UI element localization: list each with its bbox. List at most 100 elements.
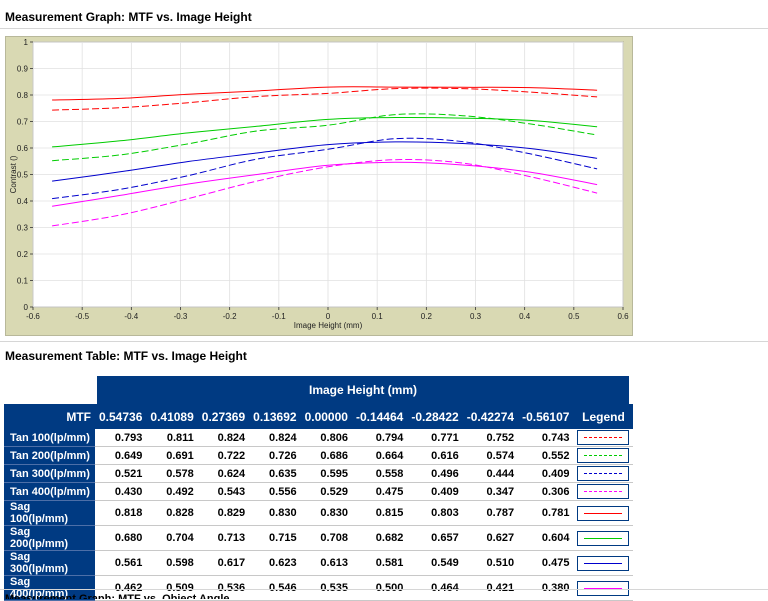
row-label: Sag 300(lp/mm): [4, 550, 95, 576]
x-tick-label: 0: [326, 312, 331, 321]
table-cell: 0.726: [249, 446, 301, 465]
column-header: 0.13692: [249, 404, 301, 429]
y-tick-label: 0.5: [17, 171, 29, 180]
series-line: [52, 87, 598, 111]
table-cell: 0.543: [197, 482, 250, 501]
table-cell: 0.546: [249, 575, 301, 601]
table-cell: 0.722: [197, 446, 250, 465]
table-cell: 0.781: [518, 500, 574, 526]
table-cell: 0.752: [462, 429, 519, 447]
column-header: -0.28422: [407, 404, 463, 429]
row-label: Tan 200(lp/mm): [4, 446, 95, 465]
table-cell: 0.561: [95, 550, 147, 576]
legend-swatch: [577, 448, 630, 463]
table-cell: 0.815: [351, 500, 408, 526]
table-cell: 0.715: [249, 525, 301, 551]
divider: [0, 589, 768, 590]
table-cell: 0.306: [518, 482, 574, 501]
legend-line: [584, 587, 623, 589]
divider: [0, 341, 768, 342]
table-cell: 0.444: [462, 464, 519, 483]
table-cell: 0.409: [518, 464, 574, 483]
legend-swatch: [577, 505, 630, 521]
table-cell: 0.824: [249, 429, 301, 447]
graph-section-title: Measurement Graph: MTF vs. Image Height: [5, 10, 252, 24]
legend-line: [584, 455, 623, 456]
table-cell: 0.475: [518, 550, 574, 576]
image-height-header: Image Height (mm): [97, 376, 629, 404]
table-cell: 0.552: [518, 446, 574, 465]
table-row: Sag 300(lp/mm) 0.561 0.598 0.617 0.623 0.613 0…: [4, 550, 634, 576]
y-axis-label: Contrast (): [9, 155, 18, 193]
y-tick-label: 0.8: [17, 91, 29, 100]
x-tick-label: 0.4: [519, 312, 531, 321]
y-tick-label: 0.2: [17, 250, 29, 259]
table-cell: 0.793: [95, 429, 147, 447]
legend-cell: [573, 500, 634, 526]
y-tick-label: 0.1: [17, 277, 29, 286]
table-cell: 0.686: [300, 446, 352, 465]
next-section-title: Measurement Graph: MTF vs. Object Angle: [5, 593, 230, 599]
x-tick-label: -0.6: [26, 312, 40, 321]
table-header-row: MTF 0.54736 0.41089 0.27369 0.13692 0.00000 -0…: [4, 404, 634, 429]
legend-cell: [573, 482, 634, 501]
column-header: 0.27369: [197, 404, 250, 429]
table-cell: 0.806: [300, 429, 352, 447]
table-cell: 0.830: [249, 500, 301, 526]
legend-header: Legend: [573, 404, 634, 429]
x-tick-label: 0.3: [470, 312, 482, 321]
table-cell: 0.623: [249, 550, 301, 576]
column-header: -0.42274: [462, 404, 519, 429]
table-cell: 0.649: [95, 446, 147, 465]
table-cell: 0.558: [351, 464, 408, 483]
table-cell: 0.347: [462, 482, 519, 501]
series-line: [52, 116, 598, 148]
legend-cell: [573, 525, 634, 551]
series-line: [52, 137, 598, 200]
legend-cell: [573, 464, 634, 483]
table-section-title: Measurement Table: MTF vs. Image Height: [5, 349, 247, 363]
table-cell: 0.421: [462, 575, 519, 601]
table-cell: 0.635: [249, 464, 301, 483]
column-header: -0.14464: [351, 404, 408, 429]
column-header: 0.54736: [95, 404, 147, 429]
x-tick-label: -0.5: [75, 312, 89, 321]
table-cell: 0.617: [197, 550, 250, 576]
table-cell: 0.682: [351, 525, 408, 551]
table-cell: 0.680: [95, 525, 147, 551]
legend-swatch: [577, 484, 630, 499]
table-cell: 0.818: [95, 500, 147, 526]
legend-swatch: [577, 430, 630, 445]
table-cell: 0.510: [462, 550, 519, 576]
x-tick-label: 0.2: [421, 312, 433, 321]
legend-line: [584, 512, 623, 514]
table-row: Sag 100(lp/mm) 0.818 0.828 0.829 0.830 0.830 0…: [4, 500, 634, 526]
table-cell: 0.613: [300, 550, 352, 576]
table-cell: 0.829: [197, 500, 250, 526]
series-line: [52, 113, 598, 162]
table-cell: 0.492: [146, 482, 198, 501]
table-cell: 0.581: [351, 550, 408, 576]
table-cell: 0.598: [146, 550, 198, 576]
table-cell: 0.771: [407, 429, 463, 447]
table-cell: 0.380: [518, 575, 574, 601]
table-cell: 0.708: [300, 525, 352, 551]
table-cell: 0.496: [407, 464, 463, 483]
table-cell: 0.830: [300, 500, 352, 526]
chart-panel: 0 0.1 0.2 0.3 0.4 0.5 0.6 0.7 0.8 0.9 1 -0.6 -0.5 -0.…: [5, 36, 633, 336]
table-cell: 0.616: [407, 446, 463, 465]
y-tick-label: 0.3: [17, 224, 29, 233]
table-cell: 0.604: [518, 525, 574, 551]
row-label: Tan 100(lp/mm): [4, 429, 95, 447]
table-cell: 0.595: [300, 464, 352, 483]
y-tick-label: 0.6: [17, 144, 29, 153]
table-cell: 0.535: [300, 575, 352, 601]
x-tick-label: -0.2: [223, 312, 237, 321]
legend-line: [584, 562, 623, 564]
y-tick-label: 0: [24, 303, 29, 312]
mtf-corner-header: MTF: [4, 404, 95, 429]
table-cell: 0.536: [197, 575, 250, 601]
table-cell: 0.464: [407, 575, 463, 601]
table-row: Sag 200(lp/mm) 0.680 0.704 0.713 0.715 0.708 0…: [4, 525, 634, 551]
mtf-table: MTF 0.54736 0.41089 0.27369 0.13692 0.00000 -0…: [4, 404, 634, 601]
